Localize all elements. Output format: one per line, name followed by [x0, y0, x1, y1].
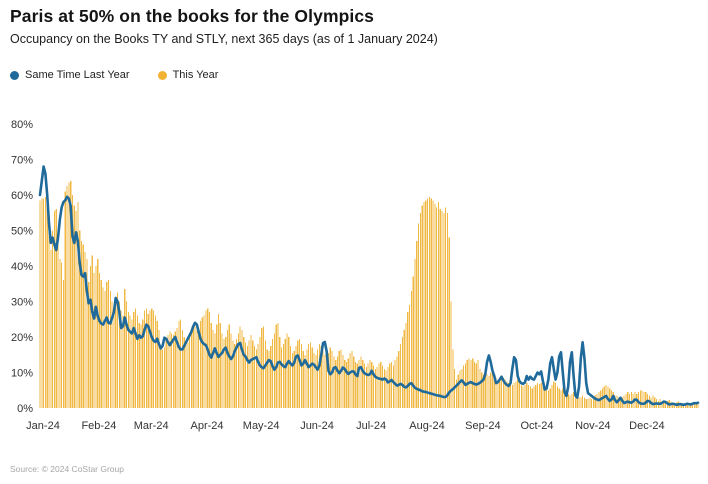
x-tick-label: Sep-24 [465, 420, 500, 432]
y-tick-label: 10% [11, 368, 33, 380]
ty-bars [39, 180, 699, 409]
x-tick-label: Mar-24 [134, 420, 169, 432]
stly-line [38, 165, 700, 407]
legend-label-stly: Same Time Last Year [25, 69, 130, 81]
y-tick-label: 60% [11, 190, 33, 202]
chart-legend: Same Time Last Year This Year [10, 69, 218, 81]
x-tick-label: Dec-24 [629, 420, 664, 432]
stly-legend-dot-icon [10, 70, 19, 80]
x-tick-label: Jun-24 [300, 420, 334, 432]
page-title: Paris at 50% on the books for the Olympi… [10, 6, 375, 26]
x-tick-label: Feb-24 [81, 420, 116, 432]
x-axis: Jan-24 Feb-24 Mar-24 Apr-24 May-24 Jun-24 Jul-… [26, 420, 664, 432]
x-tick-label: Oct-24 [520, 420, 553, 432]
source-credit: Source: © 2024 CoStar Group [10, 464, 124, 474]
x-tick-label: Aug-24 [409, 420, 444, 432]
y-tick-label: 30% [11, 297, 33, 309]
legend-item-ty: This Year [157, 69, 219, 81]
chart-subtitle: Occupancy on the Books TY and STLY, next… [10, 32, 438, 46]
y-tick-label: 80% [11, 119, 33, 131]
y-tick-label: 40% [11, 261, 33, 273]
x-tick-label: Apr-24 [191, 420, 224, 432]
x-tick-label: May-24 [243, 420, 280, 432]
y-axis: 0% 10% 20% 30% 40% 50% 60% 70% 80% [11, 119, 33, 415]
y-tick-label: 0% [17, 403, 33, 415]
x-tick-label: Jul-24 [356, 420, 386, 432]
y-tick-label: 20% [11, 332, 33, 344]
ty-legend-dot-icon [157, 70, 167, 80]
legend-label-ty: This Year [172, 69, 219, 81]
x-tick-label: Nov-24 [575, 420, 610, 432]
y-tick-label: 50% [11, 226, 33, 238]
legend-item-stly: Same Time Last Year [10, 69, 130, 81]
x-tick-label: Jan-24 [26, 420, 60, 432]
y-tick-label: 70% [11, 155, 33, 167]
